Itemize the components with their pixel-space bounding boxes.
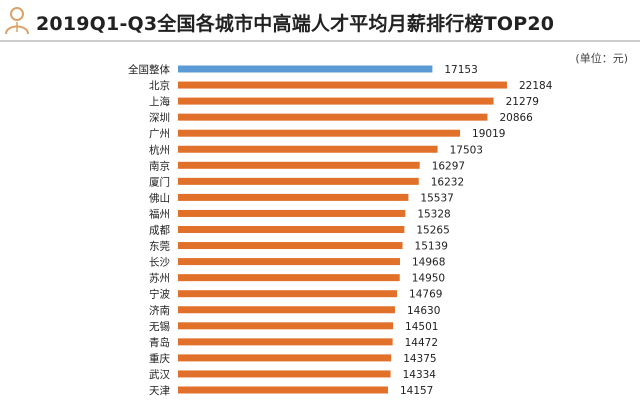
data-label: 16297 [432,160,465,172]
category-label: 东莞 [149,240,170,253]
page-title: 2019Q1-Q3全国各城市中高端人才平均月薪排行榜TOP20 [36,13,555,35]
bar [178,81,507,89]
bar [178,97,494,105]
bar [178,177,419,185]
category-label: 无锡 [149,320,170,333]
data-label: 14472 [405,337,438,349]
bar [178,370,391,378]
category-label: 青岛 [149,336,170,349]
category-label: 福州 [149,207,170,220]
category-label: 重庆 [149,352,170,365]
bar [178,65,433,73]
bar [178,338,393,346]
category-label: 成都 [149,225,170,237]
category-label: 厦门 [149,175,170,188]
data-label: 14630 [407,305,440,317]
bar [178,145,438,153]
data-label: 20866 [499,112,533,124]
bar [178,193,409,201]
category-label: 南京 [149,159,170,172]
data-label: 14157 [400,385,433,397]
category-label: 杭州 [149,143,170,156]
bar [178,290,398,298]
category-label: 长沙 [149,257,170,269]
data-label: 15265 [416,225,449,237]
header-divider [0,40,640,42]
category-label: 武汉 [149,368,170,381]
data-label: 15537 [420,192,453,204]
bar [178,161,420,169]
data-label: 15139 [415,241,448,253]
bar [178,258,400,266]
data-label: 19019 [472,128,505,140]
data-label: 17503 [450,144,483,156]
unit-label: (单位：元) [575,52,628,65]
bar [178,113,488,121]
bar [178,242,403,250]
bar [178,274,400,282]
bar [178,306,395,314]
bar [178,129,461,137]
category-label: 深圳 [149,112,170,124]
data-label: 16232 [431,176,464,188]
data-label: 14501 [405,321,438,333]
category-label: 佛山 [149,191,170,204]
category-label: 北京 [149,79,170,92]
data-label: 14334 [403,369,437,381]
data-label: 14375 [403,353,436,365]
bar [178,322,394,330]
bar [178,354,392,362]
category-label: 苏州 [149,272,170,285]
data-label: 14950 [412,273,445,285]
data-label: 21279 [506,96,539,108]
data-label: 14769 [409,289,442,301]
data-label: 17153 [444,64,477,76]
category-label: 广州 [149,128,170,140]
data-label: 14968 [412,257,445,269]
bar [178,226,405,233]
category-label: 天津 [149,385,170,397]
data-label: 15328 [417,208,450,220]
bar [178,209,406,217]
category-label: 上海 [149,95,170,108]
category-label: 全国整体 [128,63,170,76]
bar [178,386,388,394]
category-label: 济南 [149,304,170,317]
category-label: 宁波 [149,288,170,301]
data-label: 22184 [519,80,553,92]
person-silhouette-icon [5,7,29,35]
header-bar: 2019Q1-Q3全国各城市中高端人才平均月薪排行榜TOP20 [0,0,640,46]
